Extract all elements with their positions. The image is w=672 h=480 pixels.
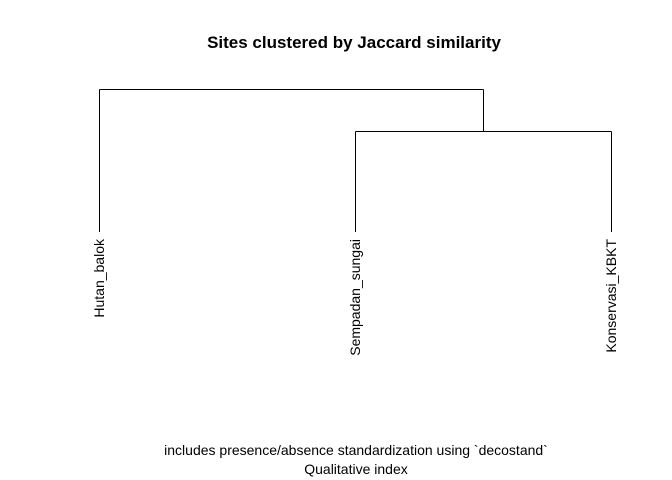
leaf-label-sempadan-sungai: Sempadan_sungai bbox=[347, 239, 363, 356]
index-label: Qualitative index bbox=[304, 461, 408, 477]
figure-title: Sites clustered by Jaccard similarity bbox=[207, 33, 501, 52]
method-note: includes presence/absence standardizatio… bbox=[164, 442, 548, 458]
leaf-label-hutan-balok: Hutan_balok bbox=[91, 238, 107, 318]
leaf-label-konservasi-kbkt: Konservasi_KBKT bbox=[603, 239, 619, 353]
